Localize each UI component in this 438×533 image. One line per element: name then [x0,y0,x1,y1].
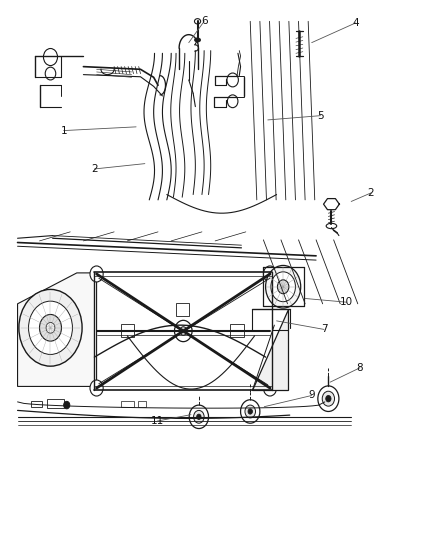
Ellipse shape [194,19,200,24]
Circle shape [39,314,61,341]
Text: 5: 5 [316,111,323,120]
Bar [120,401,134,407]
Circle shape [180,327,187,335]
Circle shape [325,395,330,402]
Circle shape [46,322,55,333]
Circle shape [265,265,300,308]
Circle shape [240,400,259,423]
Circle shape [196,414,201,419]
Circle shape [189,405,208,429]
Text: 6: 6 [200,17,207,26]
Text: 7: 7 [320,325,327,334]
Polygon shape [252,309,287,390]
Circle shape [90,266,103,282]
Circle shape [64,401,70,409]
Circle shape [247,409,252,414]
Circle shape [90,380,103,396]
Text: 2: 2 [91,164,98,174]
Bar [138,401,146,407]
Circle shape [321,391,334,406]
Text: 9: 9 [307,391,314,400]
Polygon shape [18,273,96,386]
Bar [120,324,134,337]
Bar [175,303,188,316]
Circle shape [270,272,295,302]
Bar [31,401,42,407]
Circle shape [317,386,338,411]
Bar [230,324,243,337]
Ellipse shape [325,223,336,229]
Circle shape [263,380,276,396]
Text: 8: 8 [356,363,363,373]
Text: 1: 1 [60,126,67,135]
Circle shape [277,280,288,294]
Circle shape [19,289,82,366]
Text: 4: 4 [351,18,358,28]
Circle shape [28,301,72,354]
Circle shape [227,95,237,108]
Circle shape [193,410,204,423]
Bar [47,399,64,408]
Text: 11: 11 [150,416,163,426]
Text: 10: 10 [339,297,353,307]
Ellipse shape [194,38,200,42]
Circle shape [226,73,238,87]
Circle shape [244,405,255,418]
Text: 2: 2 [367,188,374,198]
Circle shape [174,320,192,342]
Circle shape [263,266,276,282]
